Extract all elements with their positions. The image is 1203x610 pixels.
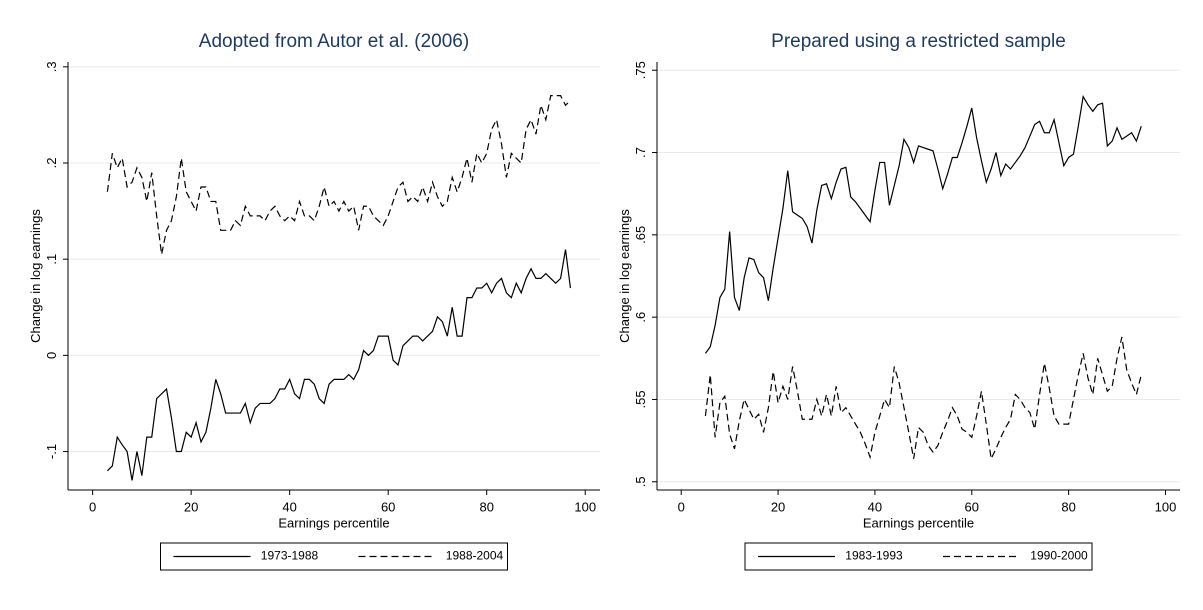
x-axis-label: Earnings percentile [278,515,389,530]
x-tick-label: 80 [1061,499,1075,514]
x-tick-label: 80 [479,499,493,514]
x-tick-label: 60 [965,499,979,514]
y-axis-label: Change in log earnings [617,209,632,343]
y-tick-label: .55 [633,390,648,408]
x-tick-label: 0 [678,499,685,514]
y-tick-label: .65 [633,226,648,244]
y-tick-label: .7 [633,147,648,158]
legend-label: 1983-1993 [845,549,903,563]
series-line [106,95,571,255]
legend-label: 1973-1988 [261,549,319,563]
x-tick-label: 40 [868,499,882,514]
series-line [106,249,572,481]
y-tick-label: -.1 [44,444,59,459]
y-tick-label: .1 [44,254,59,265]
chart-title: Adopted from Autor et al. (2006) [199,31,469,52]
x-axis-label: Earnings percentile [863,515,974,530]
x-tick-label: 40 [282,499,296,514]
x-tick-label: 100 [1155,499,1177,514]
x-tick-label: 0 [89,499,96,514]
y-tick-label: 0 [44,352,59,359]
x-tick-label: 20 [771,499,785,514]
x-tick-label: 20 [184,499,198,514]
y-axis-label: Change in log earnings [28,209,43,343]
series-line [704,336,1142,461]
chart-title: Prepared using a restricted sample [771,31,1066,52]
x-tick-label: 100 [574,499,596,514]
y-tick-label: .6 [633,312,648,323]
y-tick-label: .3 [44,61,59,72]
x-tick-label: 60 [381,499,395,514]
y-tick-label: .5 [633,476,648,487]
y-tick-label: .2 [44,158,59,169]
legend-label: 1988-2004 [446,549,504,563]
series-line [704,94,1142,354]
legend-label: 1990-2000 [1030,549,1088,563]
y-tick-label: .75 [633,61,648,79]
